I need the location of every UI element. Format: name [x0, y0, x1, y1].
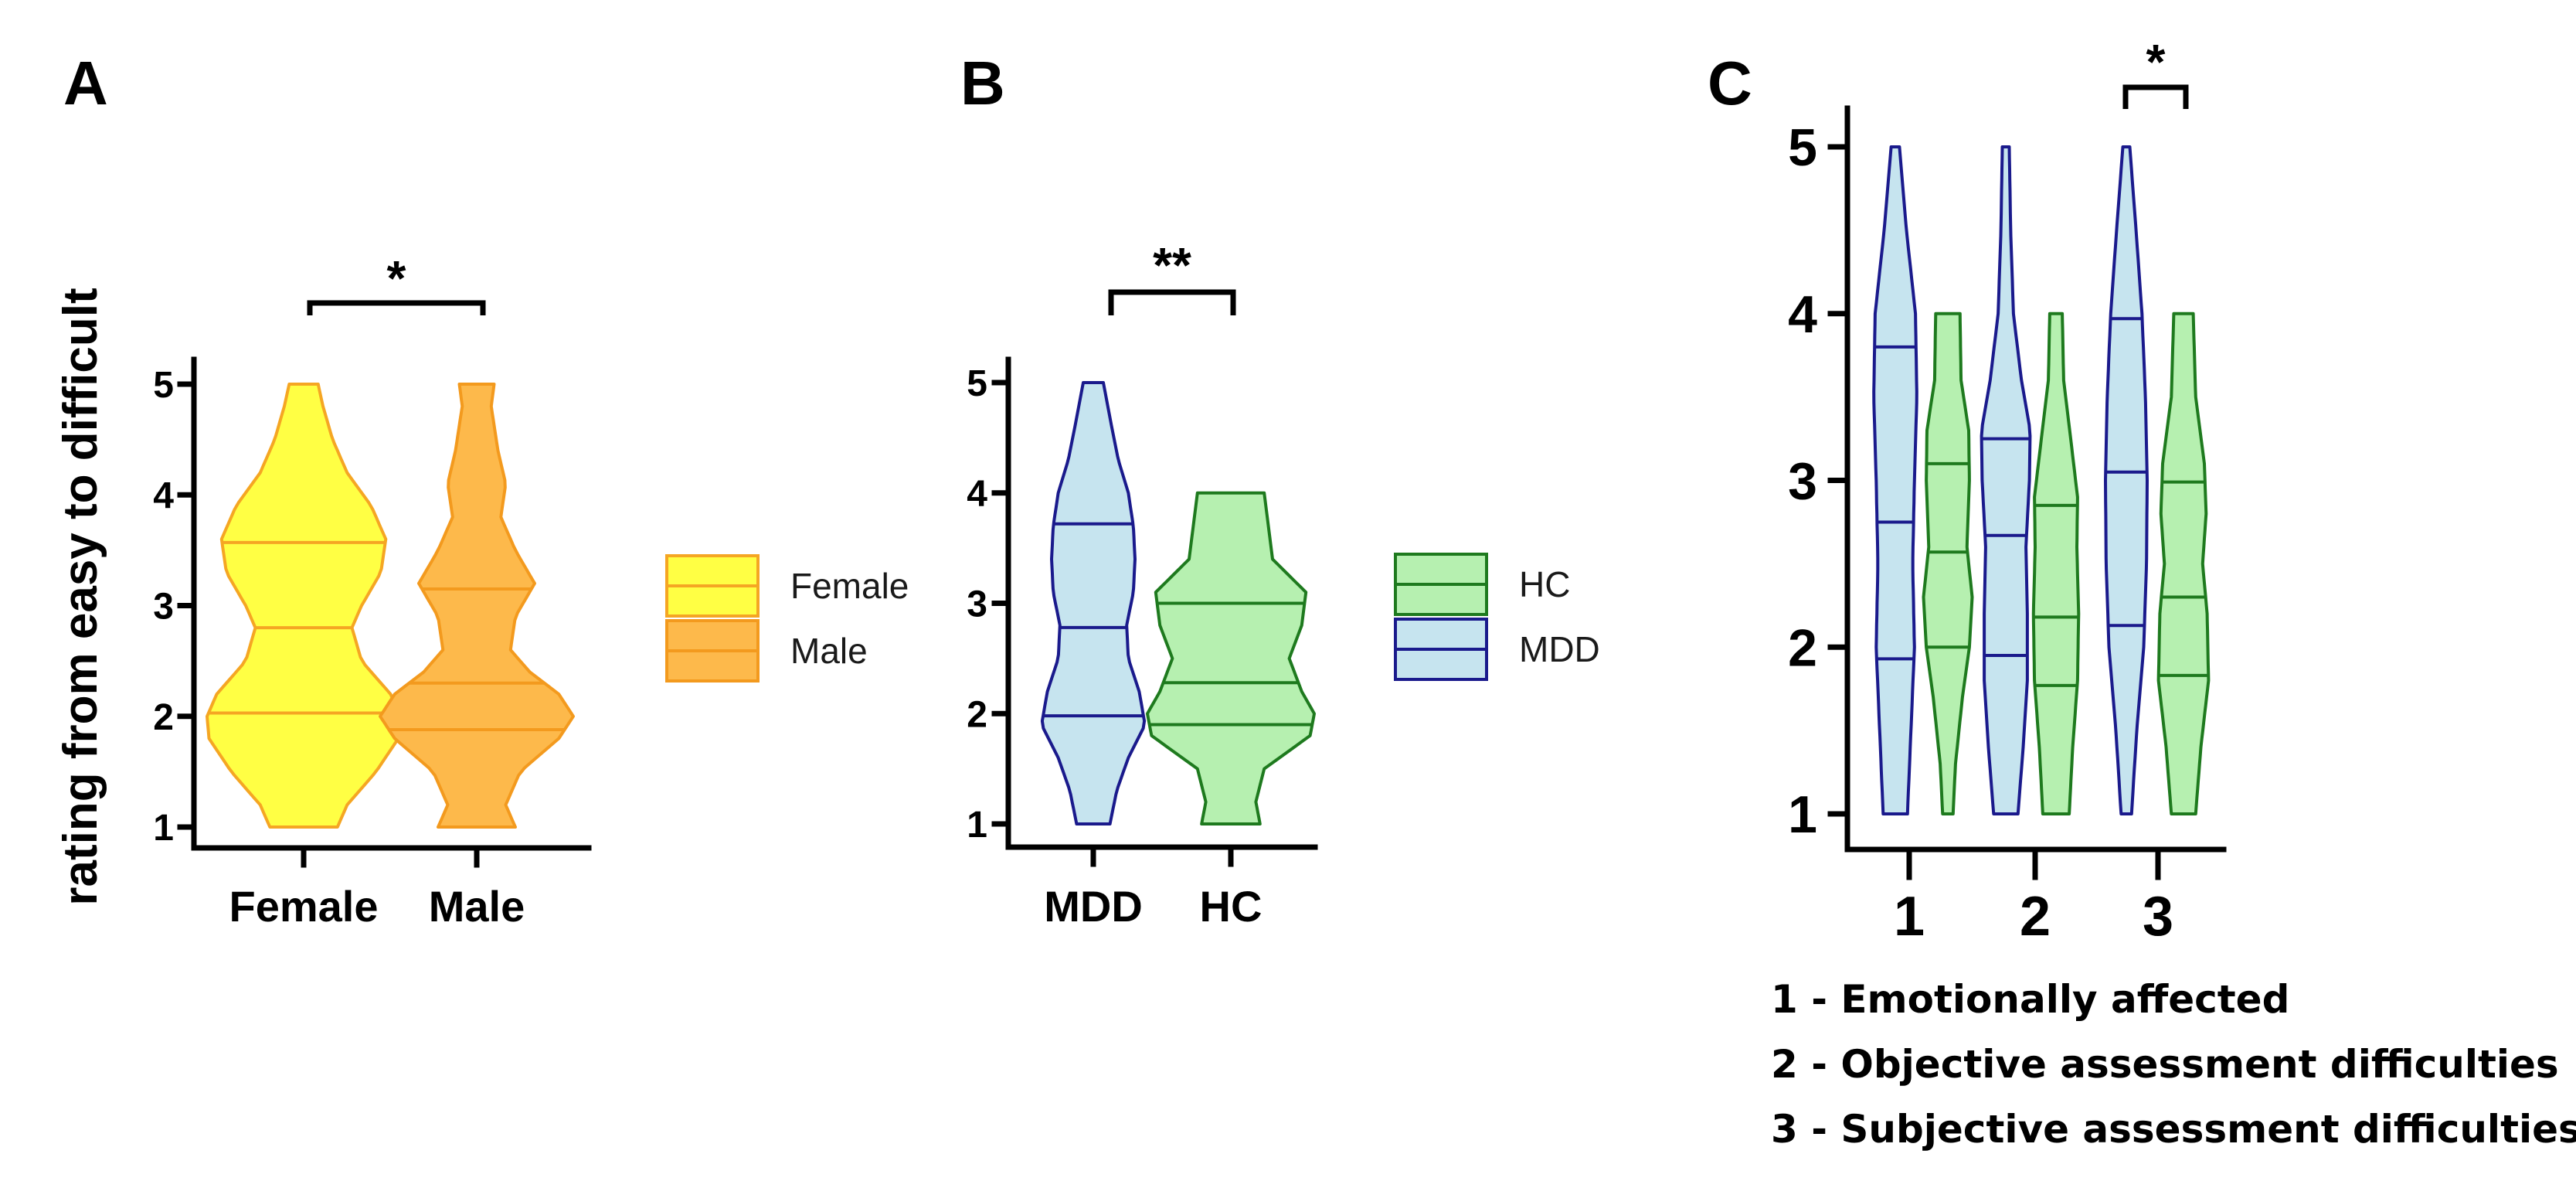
significance-label: **: [1153, 237, 1191, 293]
violin-female: [206, 383, 402, 829]
x-tick-label: 3: [2143, 886, 2173, 948]
y-tick-label: 5: [153, 365, 174, 406]
y-tick-label: 4: [153, 475, 174, 516]
panel-b: B 1 2 3 4 5 MDD HC ** HC MDD: [960, 49, 1600, 931]
legend-item: Female: [665, 554, 909, 618]
x-tick-label: Female: [229, 882, 379, 931]
panel-label-c: C: [1708, 49, 1752, 117]
violin-male: [379, 383, 575, 829]
y-tick-label: 1: [1788, 785, 1817, 844]
significance-bracket: [1108, 289, 1236, 315]
violin-hc-2: [2031, 311, 2081, 815]
x-tick-label: HC: [1200, 882, 1263, 931]
x-tick-label: Male: [429, 882, 525, 931]
y-tick-label: 2: [1788, 618, 1817, 677]
violin-hc-1: [1922, 311, 1974, 815]
category-notes: 1 - Emotionally affected 2 - Objective as…: [1771, 977, 2576, 1152]
y-axis-label: rating from easy to difficult: [54, 288, 107, 905]
violin-mdd-2: [1980, 145, 2032, 815]
legend-label: Male: [790, 631, 868, 671]
panel-label-a: A: [63, 49, 108, 117]
significance-bracket: [307, 300, 486, 315]
y-tick-label: 3: [1788, 452, 1817, 511]
y-tick-label: 2: [967, 694, 987, 735]
category-note: 1 - Emotionally affected: [1771, 977, 2289, 1022]
x-tick-label: 1: [1894, 886, 1925, 948]
y-tick-label: 3: [967, 584, 987, 625]
category-note: 3 - Subjective assessment difficulties: [1771, 1107, 2576, 1152]
x-tick-label: MDD: [1044, 882, 1143, 931]
y-tick-label: 3: [153, 587, 174, 628]
panel-c: C 1 2 3 4 5 1 2 3 * 1 - Emotionally affected 2 - …: [1708, 34, 2576, 1152]
violins-b: [1040, 381, 1316, 825]
violin-mdd-1: [1872, 145, 1918, 815]
significance-bracket: [2122, 84, 2189, 109]
violin-mdd: [1040, 381, 1147, 825]
panel-a: A rating from easy to difficult 1 2 3 4 5 Fem…: [54, 49, 909, 931]
legend-label: MDD: [1519, 629, 1600, 669]
legend-item: HC: [1394, 553, 1570, 616]
category-note: 2 - Objective assessment difficulties: [1771, 1042, 2559, 1087]
y-tick-label: 5: [1788, 118, 1817, 177]
x-tick-label: 2: [2020, 886, 2051, 948]
axes-c: 1 2 3 4 5 1 2 3 *: [1788, 34, 2227, 948]
y-tick-label: 5: [967, 363, 987, 404]
y-tick-label: 1: [153, 808, 174, 849]
legend-b: HC MDD: [1394, 553, 1600, 681]
panel-label-b: B: [960, 49, 1005, 117]
legend-label: Female: [790, 566, 909, 606]
legend-item: MDD: [1394, 618, 1600, 681]
violin-mdd-3: [2104, 145, 2149, 815]
violins-a: [206, 383, 575, 829]
y-tick-label: 2: [153, 697, 174, 738]
violin-hc: [1146, 491, 1316, 825]
violins-c: [1872, 145, 2211, 815]
y-tick-label: 4: [967, 474, 987, 515]
legend-item: Male: [665, 619, 868, 683]
legend-a: Female Male: [665, 554, 909, 683]
significance-label: *: [2146, 34, 2166, 90]
significance-label: *: [387, 250, 406, 306]
y-tick-label: 4: [1788, 285, 1817, 344]
y-tick-label: 1: [967, 805, 987, 846]
axes-b: 1 2 3 4 5 MDD HC **: [967, 237, 1318, 931]
legend-label: HC: [1519, 564, 1570, 604]
axes-a: 1 2 3 4 5 Female Male *: [153, 250, 592, 931]
violin-hc-3: [2156, 311, 2211, 815]
